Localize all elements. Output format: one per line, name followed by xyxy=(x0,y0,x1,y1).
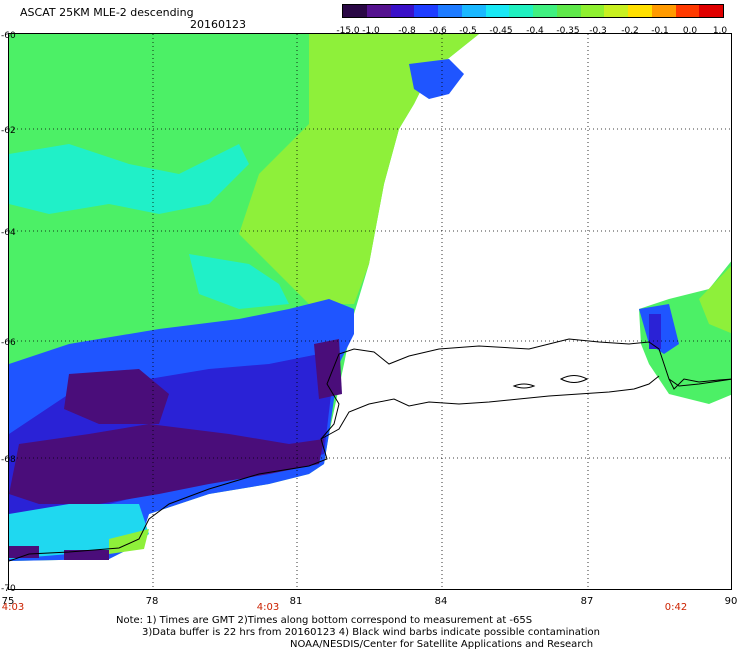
color-scale-swatch xyxy=(604,5,628,17)
color-scale-swatch xyxy=(675,5,700,17)
color-scale-label: -1.0 xyxy=(362,26,380,36)
color-scale-swatch xyxy=(343,5,367,17)
undefined xyxy=(9,338,731,562)
map-canvas xyxy=(9,34,731,589)
color-scale-swatch xyxy=(414,5,438,17)
note-line-3: NOAA/NESDIS/Center for Satellite Applica… xyxy=(290,639,594,650)
longitude-label: 87 xyxy=(580,596,594,607)
color-scale-swatch xyxy=(628,5,652,17)
undefined xyxy=(320,375,660,440)
color-scale-label: -0.8 xyxy=(398,26,416,36)
swath-fill-dark xyxy=(9,424,324,504)
latitude-label: -62 xyxy=(1,126,16,136)
swath-fill-dark xyxy=(64,550,109,560)
color-scale-label: -0.5 xyxy=(459,26,477,36)
latitude-label: -66 xyxy=(1,338,16,348)
coastline xyxy=(9,338,731,562)
swath-fill-lime xyxy=(239,34,479,304)
color-scale-swatch xyxy=(366,5,391,17)
undefined xyxy=(668,378,731,390)
color-scale-swatch xyxy=(580,5,605,17)
longitude-label: 78 xyxy=(145,596,159,607)
color-scale-swatch xyxy=(533,5,557,17)
color-scale-label: -15.0 xyxy=(336,26,360,36)
color-scale-swatch xyxy=(699,5,723,17)
time-label: 0:42 xyxy=(664,602,688,613)
note-line-1: Note: 1) Times are GMT 2)Times along bot… xyxy=(116,615,533,626)
color-scale-label: 1.0 xyxy=(712,26,728,36)
latitude-label: -68 xyxy=(1,455,16,465)
swath-fill-aqua xyxy=(9,144,249,214)
undefined xyxy=(559,375,589,383)
swath-fill-dark xyxy=(64,369,169,424)
swath-map xyxy=(8,33,732,590)
color-scale-swatch xyxy=(485,5,510,17)
color-scale-swatch xyxy=(438,5,462,17)
color-scale-swatch xyxy=(390,5,415,17)
longitude-label: 81 xyxy=(289,596,303,607)
product-title: ASCAT 25KM MLE-2 descending xyxy=(20,6,194,19)
color-scale-label: -0.4 xyxy=(526,26,544,36)
swath-fill-dark xyxy=(314,339,342,399)
swath-fill-deep-blue xyxy=(649,314,661,349)
color-scale-bar xyxy=(342,4,724,18)
note-line-2: 3)Data buffer is 22 hrs from 20160123 4)… xyxy=(142,627,600,638)
swath-fill-dark xyxy=(9,546,39,558)
color-scale-label: -0.3 xyxy=(589,26,607,36)
color-scale-swatch xyxy=(556,5,581,17)
color-scale-swatch xyxy=(461,5,486,17)
color-scale-label: -0.1 xyxy=(651,26,669,36)
color-scale-label: 0.0 xyxy=(682,26,698,36)
time-label: 4:03 xyxy=(256,602,280,613)
color-scale-label: -0.6 xyxy=(429,26,447,36)
color-scale-labels: -15.0 -1.0 -0.8 -0.6 -0.5 -0.45 -0.4 -0.35 -0.3 -… xyxy=(330,26,730,40)
swath-fill-lime xyxy=(699,266,731,334)
longitude-label: 90 xyxy=(724,596,738,607)
undefined xyxy=(512,383,536,389)
time-label: 4:03 xyxy=(1,602,25,613)
latitude-label: -60 xyxy=(1,31,16,41)
color-scale-swatch xyxy=(509,5,533,17)
swath-east xyxy=(639,261,731,404)
swath-west xyxy=(9,34,479,561)
product-date: 20160123 xyxy=(190,18,246,31)
color-scale-label: -0.2 xyxy=(621,26,639,36)
color-scale-swatch xyxy=(651,5,676,17)
lat-lon-grid xyxy=(9,34,731,589)
latitude-label: -70 xyxy=(1,584,16,594)
swath-fill-blue xyxy=(409,59,464,99)
longitude-label: 84 xyxy=(434,596,448,607)
color-scale-label: -0.45 xyxy=(489,26,513,36)
latitude-label: -64 xyxy=(1,228,16,238)
color-scale-label: -0.35 xyxy=(556,26,580,36)
longitude-label: 75 xyxy=(1,596,15,607)
swath-fill-aqua xyxy=(189,254,289,309)
